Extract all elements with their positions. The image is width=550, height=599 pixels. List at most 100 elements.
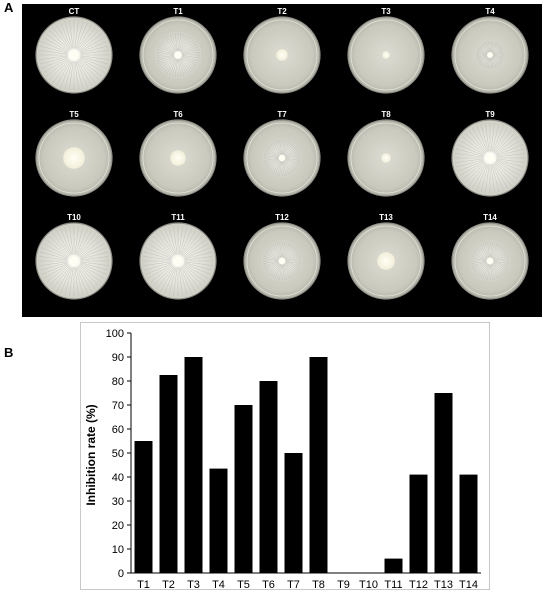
- y-tick-label: 10: [112, 544, 124, 556]
- y-tick-label: 0: [118, 568, 124, 580]
- mycelium-rays: [156, 33, 200, 77]
- bar: [159, 375, 178, 573]
- y-tick-label: 30: [112, 496, 124, 508]
- colony-center: [279, 155, 285, 161]
- plate-label: T1: [173, 7, 183, 16]
- x-tick-label: T14: [459, 579, 478, 589]
- bar: [209, 468, 228, 573]
- petri-dish: T7: [243, 110, 321, 197]
- mycelium-rays: [454, 122, 526, 194]
- bar: [459, 474, 478, 573]
- x-tick-label: T4: [212, 579, 225, 589]
- bar: [309, 357, 328, 573]
- dish-inner-rim: [246, 19, 318, 91]
- colony-center: [485, 153, 495, 163]
- petri-dish: T14: [451, 213, 529, 300]
- y-tick-label: 100: [106, 328, 124, 340]
- x-tick-label: T7: [287, 579, 300, 589]
- plate-label: T4: [485, 7, 495, 16]
- x-tick-label: T9: [337, 579, 350, 589]
- petri-dish: T13: [347, 213, 425, 300]
- colony-center: [69, 50, 79, 60]
- y-axis-label: Inhibition rate (%): [84, 404, 98, 505]
- inhibition-chart-frame: Inhibition rate (%) 0 10 20 30 40 50 60 70 80 90 1…: [80, 322, 490, 591]
- dish-inner-rim: [142, 19, 214, 91]
- x-tick-label: T2: [162, 579, 175, 589]
- petri-dish: T5: [35, 110, 113, 197]
- panel-label-b: B: [4, 345, 14, 360]
- dish-inner-rim: [454, 19, 526, 91]
- plate-label: T13: [379, 213, 393, 222]
- petri-dish: T11: [139, 213, 217, 300]
- colony-center: [487, 52, 493, 58]
- bar: [284, 453, 303, 573]
- bar: [409, 474, 428, 573]
- x-tick-label: T6: [262, 579, 275, 589]
- mycelium-rays: [38, 19, 110, 91]
- x-tick-label: T8: [312, 579, 325, 589]
- petri-dish: T3: [347, 7, 425, 94]
- colony-center: [69, 256, 79, 266]
- dish-inner-rim: [246, 122, 318, 194]
- dish-inner-rim: [454, 225, 526, 297]
- x-tick-label: T1: [137, 579, 150, 589]
- dish-inner-rim: [350, 19, 422, 91]
- plate-label: CT: [69, 7, 80, 16]
- x-tick-label: T5: [237, 579, 250, 589]
- mycelium-rays: [38, 225, 110, 297]
- colony-center: [175, 52, 181, 58]
- mycelium-rays: [263, 242, 301, 280]
- colony-center: [279, 258, 285, 264]
- y-tick-label: 80: [112, 376, 124, 388]
- dish-inner-rim: [142, 122, 214, 194]
- dish-inner-rim: [246, 225, 318, 297]
- x-tick-label: T12: [409, 579, 428, 589]
- mycelium-rays: [471, 242, 509, 280]
- bar: [134, 441, 153, 573]
- petri-dish-grid: CT T1 T2 T3 T4 T5 T6 T7 T8 T9 T10 T11 T12 T13 T14: [35, 7, 529, 300]
- x-tick-label: T3: [187, 579, 200, 589]
- x-tick-label: T13: [434, 579, 453, 589]
- fungal-colony: [376, 251, 396, 271]
- bar: [259, 381, 278, 573]
- plate-label: T7: [277, 110, 287, 119]
- petri-dish: T10: [35, 213, 113, 300]
- x-tick-label: T11: [384, 579, 402, 589]
- plate-label: T9: [485, 110, 495, 119]
- plate-label: T14: [483, 213, 497, 222]
- y-tick-label: 50: [112, 448, 124, 460]
- dish-inner-rim: [38, 122, 110, 194]
- y-tick-label: 70: [112, 400, 124, 412]
- plate-label: T3: [381, 7, 391, 16]
- colony-center: [487, 258, 493, 264]
- petri-dish: T6: [139, 110, 217, 197]
- y-tick-label: 20: [112, 520, 124, 532]
- petri-dish: T12: [243, 213, 321, 300]
- plate-label: T12: [275, 213, 289, 222]
- plate-label: T2: [277, 7, 287, 16]
- petri-dish: CT: [35, 7, 113, 94]
- plate-label: T10: [67, 213, 81, 222]
- panel-label-a: A: [4, 0, 14, 15]
- fungal-colony: [169, 149, 187, 167]
- bar: [234, 405, 253, 573]
- mycelium-rays: [476, 41, 504, 69]
- plate-label: T11: [171, 213, 185, 222]
- y-tick-label: 90: [112, 352, 124, 364]
- mycelium-rays: [142, 225, 214, 297]
- fungal-colony: [275, 48, 289, 62]
- petri-dish: T1: [139, 7, 217, 94]
- petri-dish: T8: [347, 110, 425, 197]
- plate-label: T5: [69, 110, 79, 119]
- mycelium-rays: [263, 139, 301, 177]
- y-tick-label: 60: [112, 424, 124, 436]
- plate-label: T8: [381, 110, 391, 119]
- inhibition-rate-bar-chart: Inhibition rate (%) 0 10 20 30 40 50 60 70 80 90 1…: [84, 328, 481, 591]
- petri-dish: T2: [243, 7, 321, 94]
- petri-dish: T9: [451, 110, 529, 197]
- colony-center: [173, 256, 183, 266]
- plate-label: T6: [173, 110, 183, 119]
- fungal-colony: [62, 146, 86, 170]
- bar: [434, 393, 453, 573]
- fungal-colony: [380, 152, 392, 164]
